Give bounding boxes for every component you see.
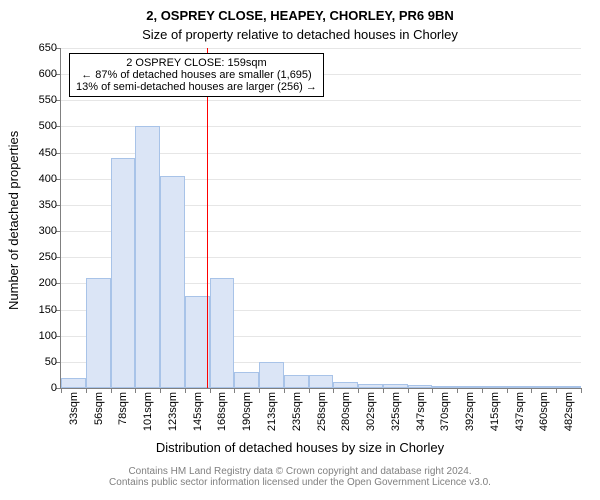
y-tick-label: 450	[39, 147, 61, 159]
histogram-bar	[259, 362, 284, 388]
annotation-line1: 2 OSPREY CLOSE: 159sqm	[76, 57, 317, 69]
x-tick-mark	[86, 388, 87, 393]
histogram-bar	[86, 278, 111, 388]
y-tick-label: 350	[39, 199, 61, 211]
x-tick-label: 460sqm	[538, 388, 550, 431]
x-tick-mark	[358, 388, 359, 393]
x-tick-label: 190sqm	[241, 388, 253, 431]
y-tick-label: 650	[39, 42, 61, 54]
x-tick-label: 101sqm	[142, 388, 154, 431]
page-title-address: 2, OSPREY CLOSE, HEAPEY, CHORLEY, PR6 9B…	[0, 8, 600, 23]
x-tick-mark	[160, 388, 161, 393]
x-tick-mark	[556, 388, 557, 393]
x-tick-label: 213sqm	[266, 388, 278, 431]
x-tick-mark	[432, 388, 433, 393]
y-tick-label: 600	[39, 68, 61, 80]
histogram-bar	[309, 375, 334, 388]
x-tick-label: 123sqm	[167, 388, 179, 431]
x-tick-mark	[234, 388, 235, 393]
x-tick-mark	[482, 388, 483, 393]
y-tick-label: 300	[39, 225, 61, 237]
x-tick-label: 235sqm	[291, 388, 303, 431]
x-tick-mark	[333, 388, 334, 393]
y-axis-label: Number of detached properties	[6, 131, 21, 310]
x-tick-mark	[111, 388, 112, 393]
histogram-bar	[185, 296, 210, 388]
reference-line	[207, 48, 208, 388]
x-tick-label: 78sqm	[117, 388, 129, 425]
x-tick-label: 33sqm	[68, 388, 80, 425]
x-tick-label: 280sqm	[340, 388, 352, 431]
x-tick-label: 437sqm	[514, 388, 526, 431]
y-tick-label: 550	[39, 94, 61, 106]
x-tick-label: 392sqm	[464, 388, 476, 431]
x-tick-mark	[309, 388, 310, 393]
x-tick-mark	[185, 388, 186, 393]
histogram-bar	[234, 372, 259, 388]
gridline	[61, 48, 581, 49]
footer-line1: Contains HM Land Registry data © Crown c…	[0, 466, 600, 477]
histogram-bar	[210, 278, 235, 388]
x-tick-mark	[531, 388, 532, 393]
y-tick-label: 0	[51, 382, 61, 394]
histogram-bar	[284, 375, 309, 388]
x-tick-mark	[383, 388, 384, 393]
histogram-bar	[111, 158, 136, 388]
x-tick-label: 482sqm	[563, 388, 575, 431]
x-tick-label: 370sqm	[439, 388, 451, 431]
x-tick-mark	[210, 388, 211, 393]
annotation-line3: 13% of semi-detached houses are larger (…	[76, 81, 317, 93]
x-tick-mark	[259, 388, 260, 393]
x-tick-label: 145sqm	[192, 388, 204, 431]
x-tick-mark	[457, 388, 458, 393]
annotation-box: 2 OSPREY CLOSE: 159sqm ← 87% of detached…	[69, 53, 324, 97]
x-tick-mark	[507, 388, 508, 393]
x-tick-label: 325sqm	[390, 388, 402, 431]
histogram-bar	[61, 378, 86, 388]
y-tick-label: 400	[39, 173, 61, 185]
x-axis-label: Distribution of detached houses by size …	[0, 440, 600, 455]
x-tick-mark	[581, 388, 582, 393]
footer-attribution: Contains HM Land Registry data © Crown c…	[0, 466, 600, 488]
histogram-bar	[135, 126, 160, 388]
x-tick-label: 302sqm	[365, 388, 377, 431]
footer-line2: Contains public sector information licen…	[0, 477, 600, 488]
x-tick-mark	[284, 388, 285, 393]
x-tick-label: 415sqm	[489, 388, 501, 431]
histogram-plot: 0501001502002503003504004505005506006503…	[60, 48, 581, 389]
y-tick-label: 500	[39, 120, 61, 132]
x-tick-mark	[61, 388, 62, 393]
annotation-line2: ← 87% of detached houses are smaller (1,…	[76, 69, 317, 81]
x-tick-label: 258sqm	[316, 388, 328, 431]
x-tick-label: 347sqm	[415, 388, 427, 431]
y-tick-label: 200	[39, 277, 61, 289]
y-tick-label: 150	[39, 304, 61, 316]
x-tick-label: 168sqm	[216, 388, 228, 431]
gridline	[61, 100, 581, 101]
page-subtitle: Size of property relative to detached ho…	[0, 27, 600, 42]
y-tick-label: 50	[45, 356, 61, 368]
x-tick-label: 56sqm	[93, 388, 105, 425]
x-tick-mark	[408, 388, 409, 393]
x-tick-mark	[135, 388, 136, 393]
y-tick-label: 250	[39, 251, 61, 263]
histogram-bar	[160, 176, 185, 388]
y-tick-label: 100	[39, 330, 61, 342]
